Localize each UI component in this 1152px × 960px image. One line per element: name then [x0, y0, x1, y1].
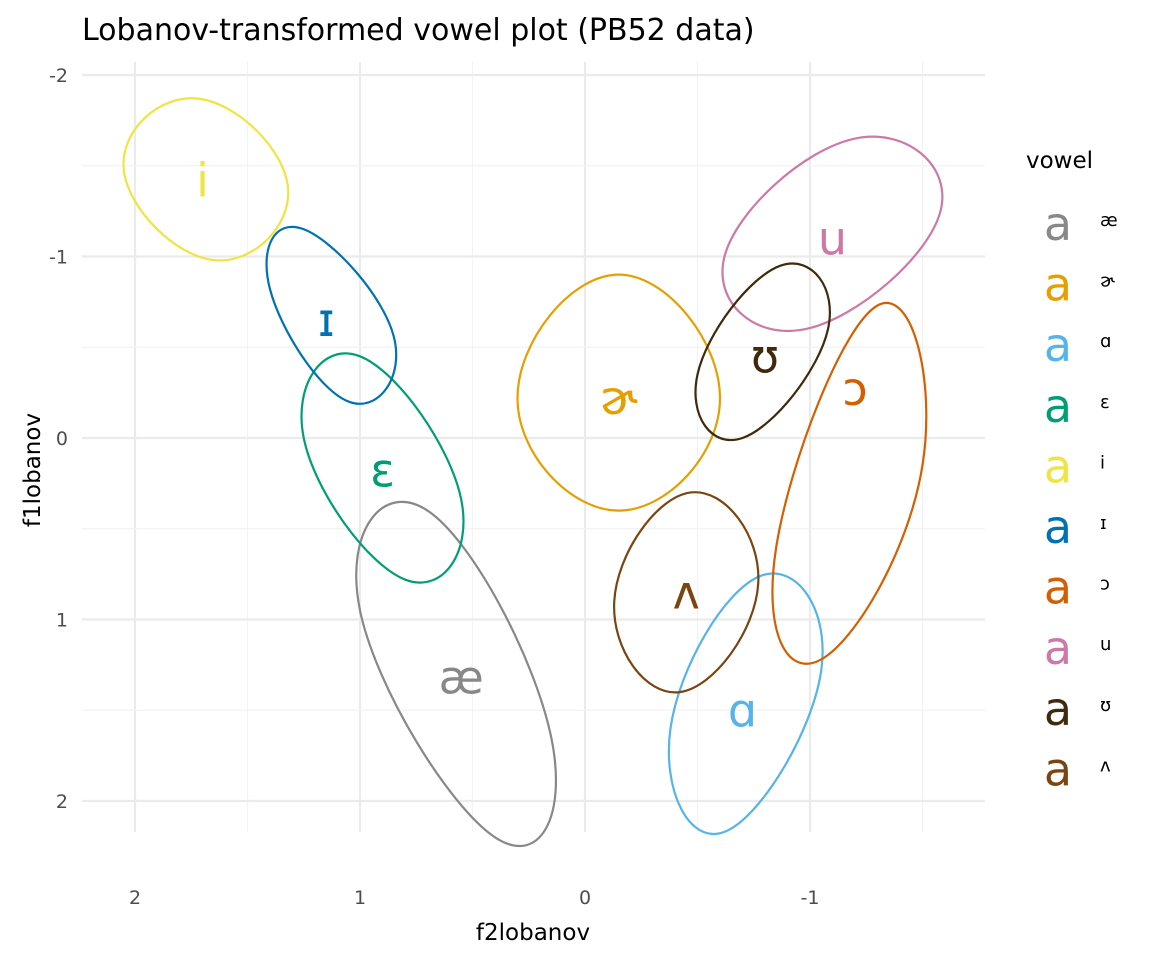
legend-key: a	[1044, 561, 1072, 615]
y-tick-label: -1	[49, 247, 68, 269]
confidence-ellipses	[122, 97, 944, 848]
y-tick-label: -2	[49, 65, 68, 87]
vowel-label-ɔ: ɔ	[842, 362, 867, 416]
y-tick-label: 0	[56, 428, 68, 450]
vowel-label-u: u	[818, 211, 847, 265]
vowel-label-ʊ: ʊ	[751, 329, 779, 383]
y-axis-ticks: -2 -1 0 1 2	[49, 65, 68, 813]
ellipse-ʌ	[613, 491, 760, 694]
ellipse-ʊ	[694, 262, 831, 441]
legend-key: a	[1044, 258, 1072, 312]
vowel-label-ʌ: ʌ	[673, 565, 700, 619]
vowel-label-ɑ: ɑ	[728, 683, 757, 737]
y-axis-label: f1lobanov	[20, 413, 46, 527]
vowel-label-ɪ: ɪ	[318, 293, 335, 347]
legend-key: a	[1044, 379, 1072, 433]
legend-label: æ	[1100, 210, 1118, 231]
legend-label: i	[1100, 452, 1105, 473]
legend-label: ʊ	[1100, 695, 1111, 716]
ellipse-u	[721, 135, 944, 332]
legend-label: ɪ	[1100, 513, 1107, 534]
vowel-label-æ: æ	[439, 651, 484, 705]
grid	[82, 62, 985, 832]
legend-key: a	[1044, 439, 1072, 493]
legend-label: ɔ	[1100, 574, 1110, 595]
vowel-labels: æ ɚ ɑ ɛ i ɪ ɔ u ʊ ʌ	[196, 153, 868, 737]
legend-key: a	[1044, 682, 1072, 736]
x-axis-label: f2lobanov	[476, 920, 590, 946]
legend-label: ɚ	[1100, 271, 1115, 292]
legend-key: a	[1044, 621, 1072, 675]
x-tick-label: -1	[801, 887, 820, 909]
vowel-label-ɚ: ɚ	[600, 371, 638, 425]
ellipse-æ	[355, 500, 558, 848]
x-tick-label: 1	[354, 887, 366, 909]
legend-label: ɛ	[1100, 392, 1110, 413]
legend-label: ɑ	[1100, 331, 1111, 352]
ellipse-ɚ	[516, 273, 722, 512]
legend: vowel a æ a ɚ a ɑ a ɛ a i a ɪ a ɔ a u a ʊ a ʌ	[1026, 148, 1118, 796]
legend-key: a	[1044, 318, 1072, 372]
ellipse-ɛ	[300, 352, 465, 584]
ellipse-ɑ	[667, 572, 824, 835]
x-tick-label: 2	[129, 887, 141, 909]
legend-title: vowel	[1026, 148, 1093, 174]
y-tick-label: 2	[56, 791, 68, 813]
y-tick-label: 1	[56, 610, 68, 632]
ellipse-i	[122, 97, 290, 262]
legend-key: a	[1044, 742, 1072, 796]
legend-label: u	[1100, 634, 1111, 655]
legend-label: ʌ	[1100, 755, 1111, 776]
chart-title: Lobanov-transformed vowel plot (PB52 dat…	[82, 13, 755, 48]
legend-key: a	[1044, 500, 1072, 554]
x-axis-ticks: 2 1 0 -1	[129, 887, 820, 909]
ellipse-ɔ	[771, 302, 928, 665]
legend-key: a	[1044, 197, 1072, 251]
vowel-label-ɛ: ɛ	[370, 444, 395, 498]
vowel-label-i: i	[196, 153, 209, 207]
x-tick-label: 0	[579, 887, 591, 909]
ellipse-ɪ	[265, 225, 398, 405]
